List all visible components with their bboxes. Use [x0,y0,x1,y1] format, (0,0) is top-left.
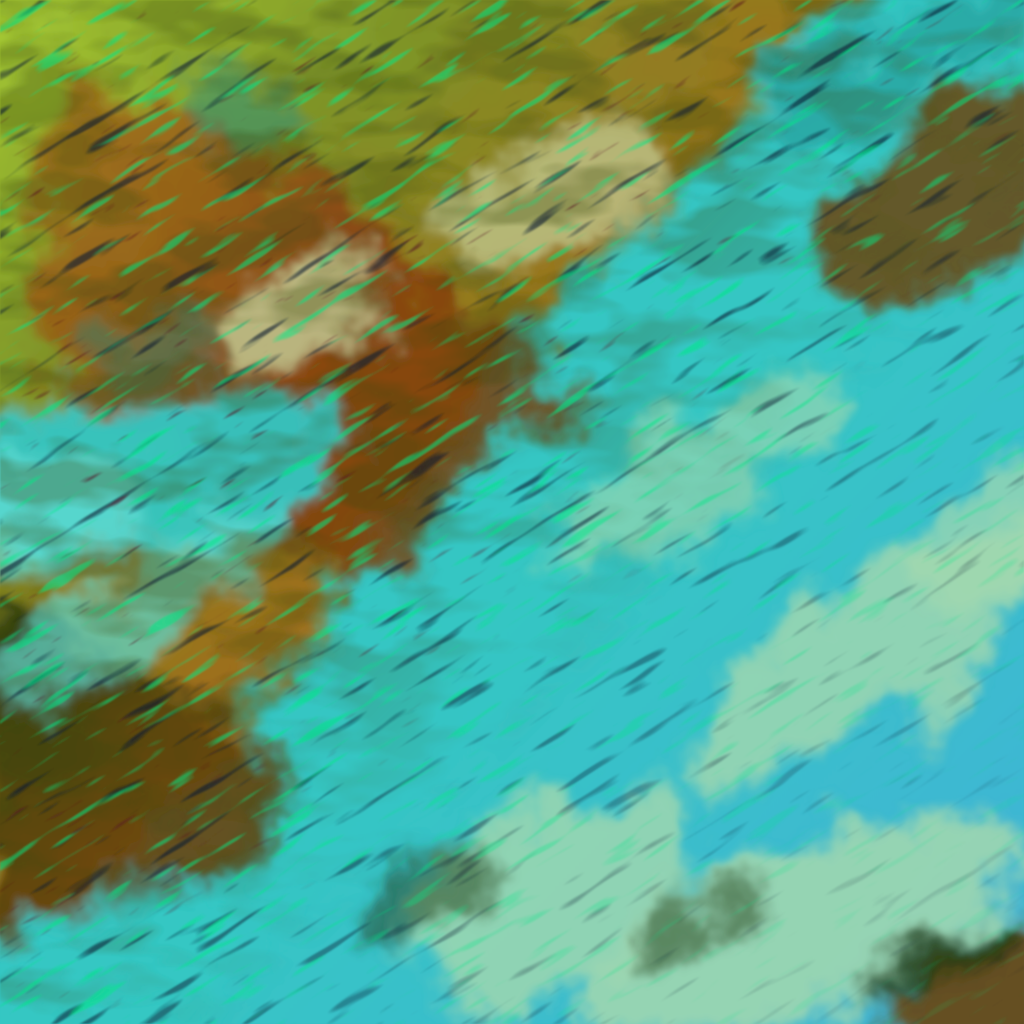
scene [0,0,1024,1024]
speckle-maroon-noise [0,0,1024,1024]
speckle-maroon-layer [0,0,1024,1024]
viewport [0,0,1024,1024]
satellite-image [0,0,1024,1024]
